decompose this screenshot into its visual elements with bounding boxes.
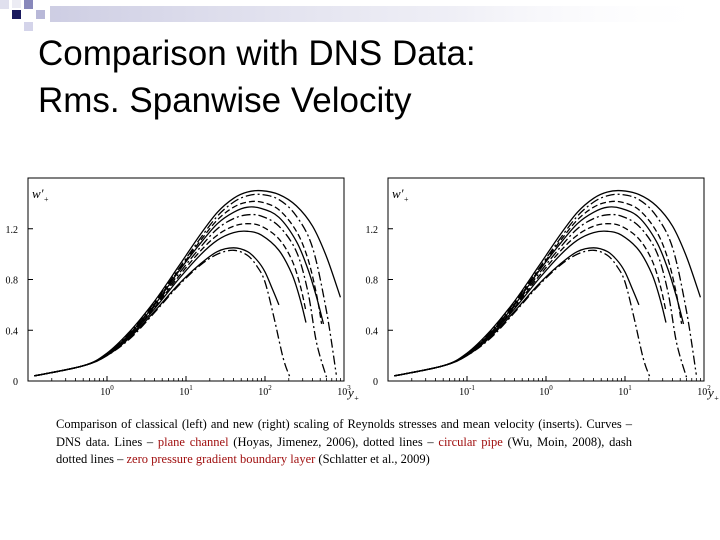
y-tick-label: 1.2 — [366, 225, 379, 236]
plot-frame — [27, 177, 345, 382]
y-axis-label: w'+ — [32, 186, 49, 204]
slide-title-line-1: Comparison with DNS Data: — [38, 34, 476, 73]
caption-plane-channel: plane channel — [157, 434, 229, 449]
chart-new-scaling: 0 0.4 0.8 1.2 10-1 100 101 102 w'+ y+ — [366, 177, 719, 400]
y-tick-label: 0.8 — [366, 276, 379, 287]
curve-solid-7 — [394, 230, 667, 377]
curve-dashed-3 — [34, 200, 323, 377]
curve-solid-4 — [34, 206, 325, 377]
caption-zpg-boundary-layer: zero pressure gradient boundary layer — [126, 452, 316, 466]
y-tick-label: 0 — [13, 377, 18, 388]
curve-dashed-6 — [34, 223, 307, 377]
curve-solid-4 — [394, 206, 685, 377]
x-tick-label: 100 — [539, 384, 553, 398]
curve-dashdot-9 — [394, 249, 652, 379]
curve-dashed-3 — [394, 200, 683, 377]
curve-group — [394, 189, 702, 379]
x-tick-label: 100 — [100, 384, 114, 398]
curve-dashdot-5 — [394, 213, 688, 378]
caption-text-1: Comparison of classical (left) and new (… — [56, 417, 632, 449]
x-tick-label: 101 — [618, 384, 632, 398]
y-tick-label: 0.4 — [366, 326, 379, 337]
curve-dashdot-9 — [34, 249, 292, 379]
curve-dashdot-2 — [394, 193, 697, 377]
y-axis-label: w'+ — [392, 186, 409, 204]
x-tick-label: 102 — [697, 384, 711, 398]
y-tick-label: 0.8 — [6, 276, 19, 287]
curve-dashdot-5 — [34, 213, 328, 378]
curve-solid-7 — [34, 230, 307, 377]
x-tick-label: 101 — [179, 384, 193, 398]
corner-decoration — [0, 0, 720, 31]
caption-text-4: (Schlatter et al., 2009) — [315, 452, 430, 466]
chart-classical-scaling: 0 0.4 0.8 1.2 100 101 102 103 w'+ y+ — [6, 177, 359, 400]
curve-solid-8 — [34, 247, 280, 377]
y-tick-label: 1.2 — [6, 225, 19, 236]
curve-group — [34, 189, 342, 379]
slide-title-line-2: Rms. Spanwise Velocity — [38, 81, 412, 120]
curve-solid-1 — [394, 189, 702, 377]
x-tick-label: 102 — [258, 384, 272, 398]
caption-circular-pipe: circular pipe — [438, 434, 503, 449]
figure-caption: Comparison of classical (left) and new (… — [56, 416, 632, 469]
x-tick-label: 103 — [337, 384, 351, 398]
slide-title: Comparison with DNS Data: Rms. Spanwise … — [38, 30, 698, 124]
x-tick-label: 10-1 — [459, 384, 475, 398]
y-tick-label: 0 — [373, 377, 378, 388]
x-axis-label: y+ — [706, 385, 719, 400]
curve-dashed-6 — [394, 223, 667, 377]
caption-text-2: (Hoyas, Jimenez, 2006), dotted lines – — [228, 434, 439, 449]
curve-solid-8 — [394, 247, 640, 377]
x-axis-label: y+ — [346, 385, 359, 400]
caption-text-3: (Wu, Moin, 2008), dash dotted lines – — [56, 434, 633, 467]
y-tick-label: 0.4 — [6, 326, 19, 337]
curve-dashdot-2 — [34, 193, 337, 377]
curve-solid-1 — [34, 189, 342, 377]
plot-frame — [387, 177, 705, 382]
